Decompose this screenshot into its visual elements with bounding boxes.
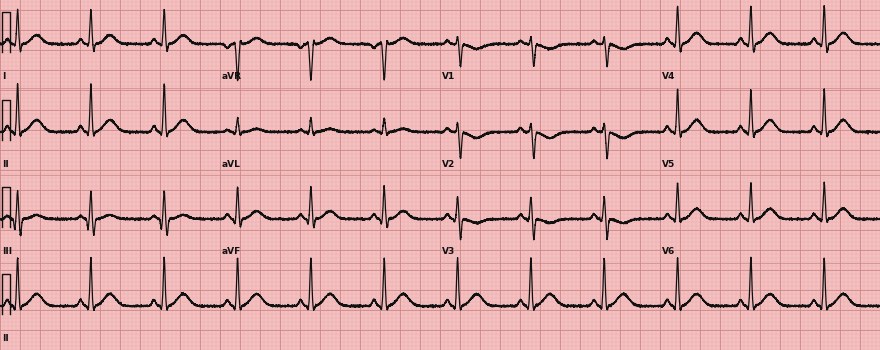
Text: aVL: aVL (222, 160, 241, 169)
Text: V2: V2 (442, 160, 455, 169)
Text: V4: V4 (662, 72, 675, 81)
Text: I: I (2, 72, 5, 81)
Text: II: II (2, 160, 9, 169)
Text: V5: V5 (662, 160, 675, 169)
Text: aVR: aVR (222, 72, 242, 81)
Text: V6: V6 (662, 247, 675, 256)
Text: V1: V1 (442, 72, 455, 81)
Text: II: II (2, 334, 9, 343)
Text: V3: V3 (442, 247, 455, 256)
Text: III: III (2, 247, 12, 256)
Text: aVF: aVF (222, 247, 241, 256)
